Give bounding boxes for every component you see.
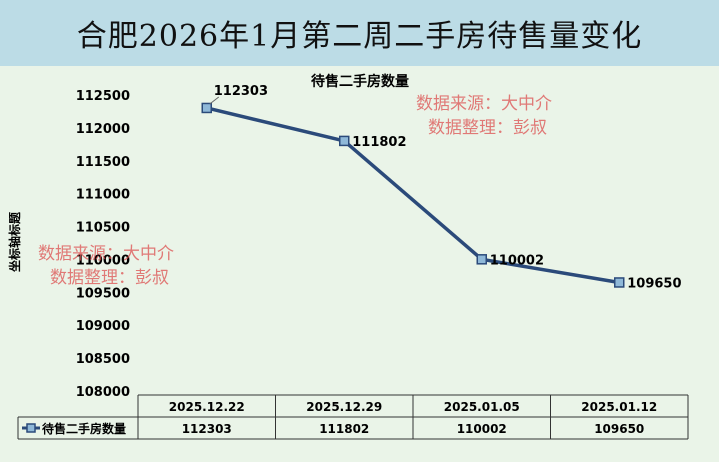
watermark-source: 数据来源：大中介 [38, 244, 174, 264]
data-point-marker [476, 254, 487, 265]
series-line: 112303 111802 110002 109650 [201, 84, 682, 291]
table-value-cell: 112303 [182, 422, 232, 436]
x-category-label: 2025.01.05 [444, 400, 520, 414]
page-title: 合肥2026年1月第二周二手房待售量变化 [76, 19, 643, 54]
legend-marker [26, 423, 36, 433]
data-table: 2025.12.22 2025.12.29 2025.01.05 2025.01.12… [17, 394, 689, 440]
watermark-author: 数据整理：彭叔 [428, 118, 547, 138]
y-tick-label: 109500 [76, 286, 130, 301]
y-tick-label: 112500 [76, 89, 130, 104]
y-axis: 108000 108500 109000 109500 110000 110500 1110… [76, 89, 130, 400]
series-path [206, 106, 620, 285]
data-label: 109650 [627, 276, 681, 291]
y-tick-label: 108000 [76, 385, 130, 400]
table-value-cell: 111802 [319, 422, 369, 436]
data-point-marker [614, 277, 625, 288]
y-tick-label: 111000 [76, 188, 130, 203]
data-label-leader [209, 96, 220, 105]
y-axis-title: 坐标轴标题 [7, 211, 22, 272]
x-category-label: 2025.01.12 [581, 400, 657, 414]
y-tick-label: 110000 [76, 253, 130, 268]
data-point-marker [339, 135, 350, 147]
legend-series-name: 待售二手房数量 [42, 421, 126, 436]
watermark-top: 数据来源：大中介 数据整理：彭叔 [416, 92, 552, 140]
data-label: 111802 [352, 135, 406, 150]
watermark-source: 数据来源：大中介 [416, 94, 552, 114]
y-tick-label: 108500 [76, 352, 130, 367]
watermark-left: 数据来源：大中介 数据整理：彭叔 [38, 242, 174, 290]
chart-panel [0, 66, 719, 462]
data-label: 112303 [214, 84, 268, 99]
table-value-cell: 110002 [457, 422, 507, 436]
x-category-label: 2025.12.22 [169, 400, 245, 414]
x-category-label: 2025.12.29 [306, 400, 382, 414]
y-tick-label: 109000 [76, 319, 130, 334]
data-point-marker [201, 102, 212, 114]
y-tick-label: 110500 [76, 221, 130, 236]
y-tick-label: 112000 [76, 122, 130, 137]
watermark-author: 数据整理：彭叔 [50, 268, 169, 288]
chart-title: 待售二手房数量 [311, 73, 409, 90]
title-banner: 合肥2026年1月第二周二手房待售量变化 [0, 0, 719, 66]
table-value-cell: 109650 [594, 422, 644, 436]
data-label: 110002 [490, 253, 544, 268]
y-tick-label: 111500 [76, 155, 130, 170]
